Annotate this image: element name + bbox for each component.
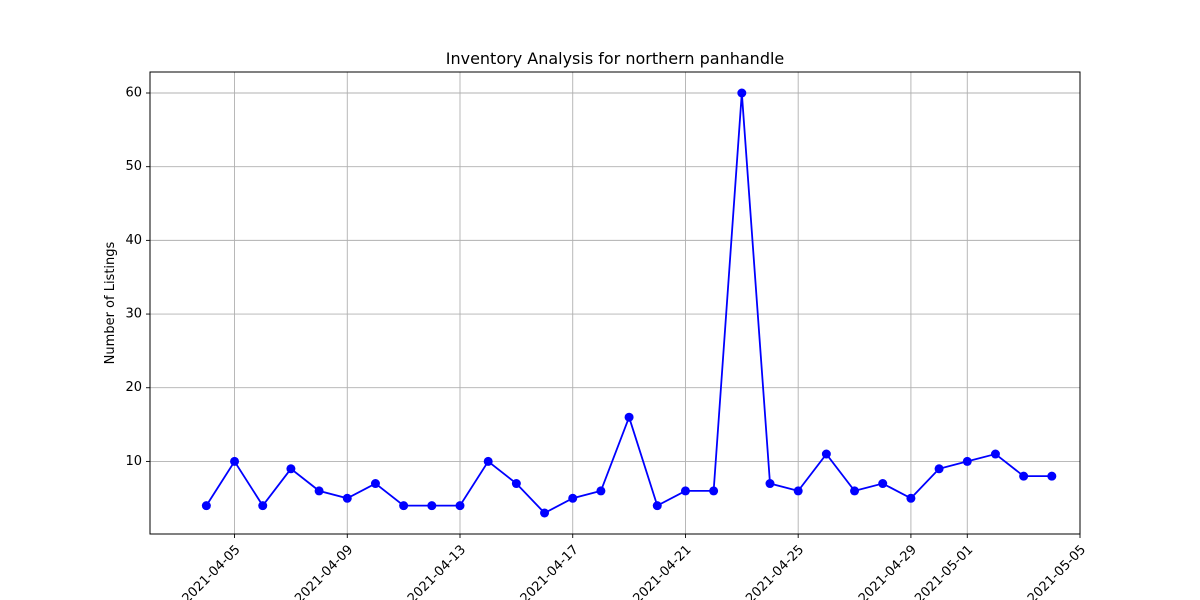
- y-tick-label: 50: [125, 159, 142, 174]
- data-point: [201, 501, 211, 511]
- x-tick-label: 2021-04-29: [856, 542, 920, 600]
- x-tick-label: 2021-04-17: [518, 542, 582, 600]
- y-tick-label: 20: [125, 380, 142, 395]
- data-point: [962, 456, 972, 466]
- data-point: [821, 449, 831, 459]
- data-series: [201, 88, 1057, 518]
- x-tick-label: 2021-05-01: [912, 542, 976, 600]
- data-point: [652, 501, 662, 511]
- data-point: [850, 486, 860, 496]
- data-point: [511, 479, 521, 489]
- data-point: [878, 479, 888, 489]
- data-point: [540, 508, 550, 518]
- data-point: [342, 493, 352, 503]
- y-tick-label: 10: [125, 454, 142, 469]
- data-point: [258, 501, 268, 511]
- data-point: [286, 464, 296, 474]
- axes: [146, 71, 1081, 538]
- data-point: [427, 501, 437, 511]
- data-point: [568, 493, 578, 503]
- y-tick-label: 40: [125, 233, 142, 248]
- y-axis-label: Number of Listings: [103, 241, 118, 364]
- data-point: [906, 493, 916, 503]
- series-line: [205, 92, 1052, 515]
- grid-lines: [150, 72, 1081, 534]
- plot-frame: [149, 71, 1081, 535]
- data-point: [596, 486, 606, 496]
- x-tick-label: 2021-04-05: [180, 542, 244, 600]
- x-tick-label: 2021-04-21: [630, 542, 694, 600]
- data-point: [370, 479, 380, 489]
- data-point: [455, 501, 465, 511]
- data-point: [624, 412, 634, 422]
- data-point: [483, 456, 493, 466]
- x-tick-label: 2021-04-25: [743, 542, 807, 600]
- data-point: [765, 479, 775, 489]
- y-tick-label: 60: [125, 86, 142, 101]
- data-point: [230, 456, 240, 466]
- data-point: [934, 464, 944, 474]
- data-point: [990, 449, 1000, 459]
- data-point: [737, 88, 747, 98]
- tick-labels: 2021-04-05 2021-04-09 2021-04-13 2021-04-17…: [125, 86, 1089, 600]
- y-tick-label: 30: [125, 307, 142, 322]
- data-point: [793, 486, 803, 496]
- x-tick-label: 2021-05-05: [1025, 542, 1089, 600]
- data-point: [680, 486, 690, 496]
- data-point: [709, 486, 719, 496]
- x-tick-label: 2021-04-09: [292, 542, 356, 600]
- data-point: [314, 486, 324, 496]
- data-point: [1019, 471, 1029, 481]
- x-tick-label: 2021-04-13: [405, 542, 469, 600]
- data-point: [1047, 471, 1057, 481]
- chart-title: Inventory Analysis for northern panhandl…: [446, 49, 785, 68]
- data-point: [399, 501, 409, 511]
